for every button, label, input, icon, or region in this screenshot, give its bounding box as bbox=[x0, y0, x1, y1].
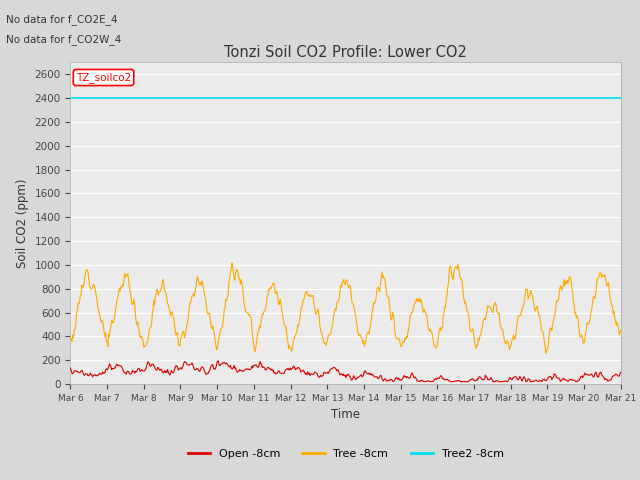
Title: Tonzi Soil CO2 Profile: Lower CO2: Tonzi Soil CO2 Profile: Lower CO2 bbox=[224, 45, 467, 60]
Text: No data for f_CO2E_4: No data for f_CO2E_4 bbox=[6, 14, 118, 25]
Text: TZ_soilco2: TZ_soilco2 bbox=[76, 72, 131, 83]
Y-axis label: Soil CO2 (ppm): Soil CO2 (ppm) bbox=[16, 179, 29, 268]
X-axis label: Time: Time bbox=[331, 408, 360, 421]
Text: No data for f_CO2W_4: No data for f_CO2W_4 bbox=[6, 34, 122, 45]
Legend: Open -8cm, Tree -8cm, Tree2 -8cm: Open -8cm, Tree -8cm, Tree2 -8cm bbox=[183, 444, 508, 463]
